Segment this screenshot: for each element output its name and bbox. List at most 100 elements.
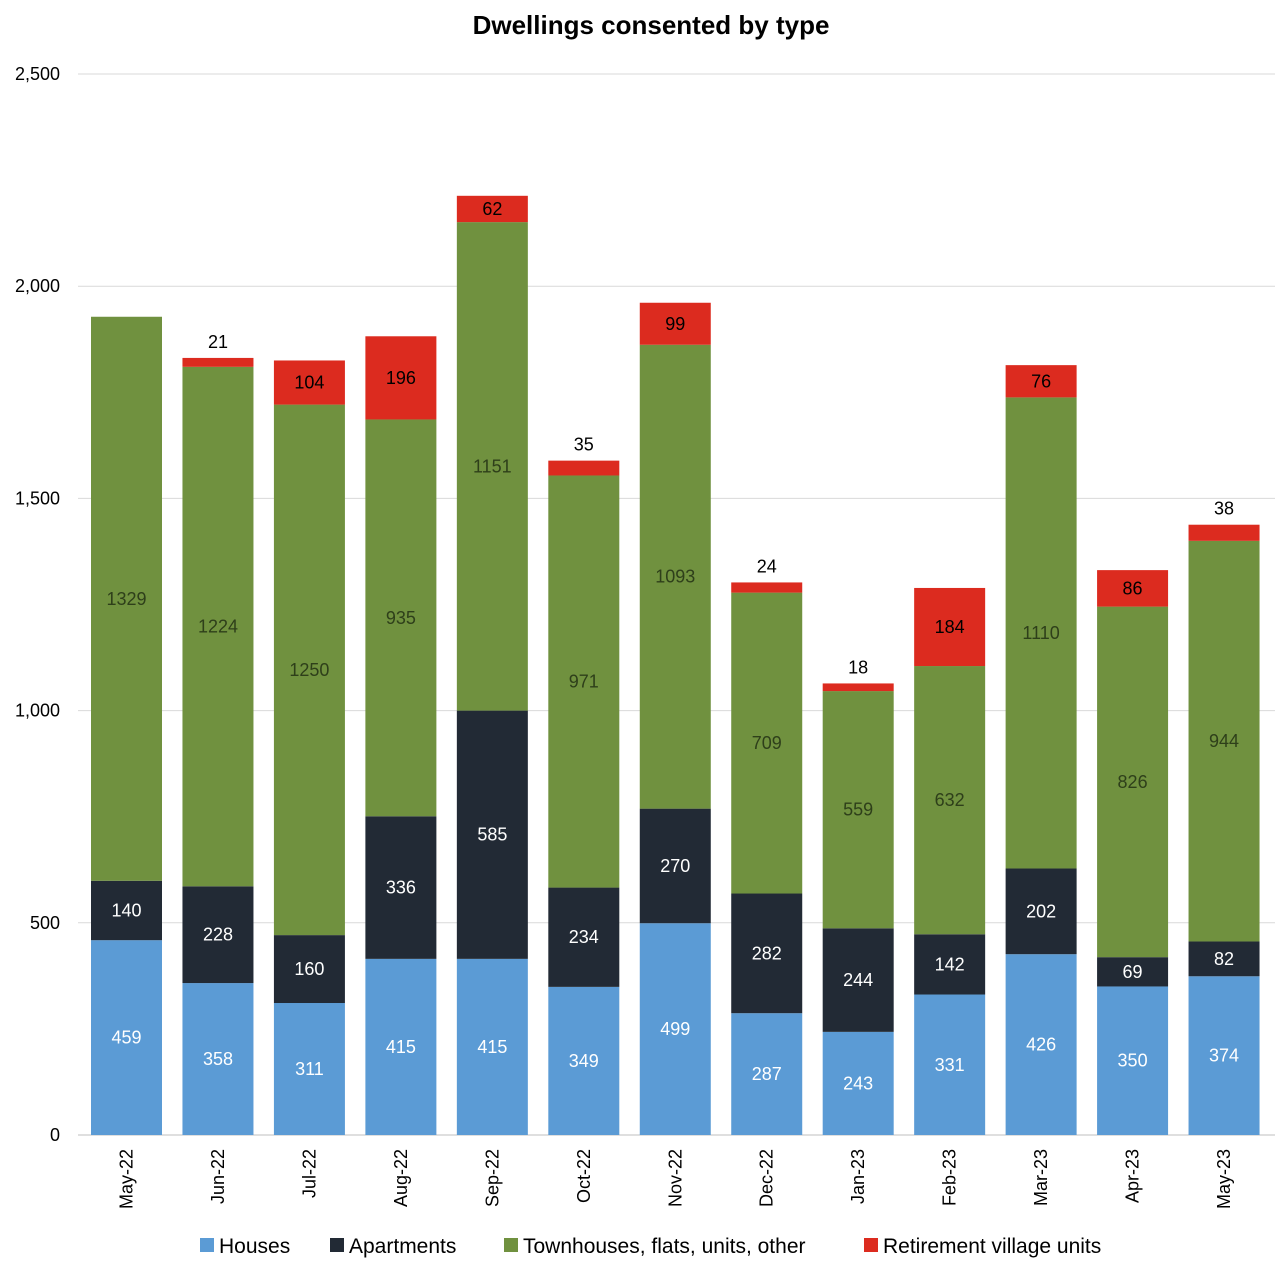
bar-segment xyxy=(822,683,894,692)
bar-segment xyxy=(731,893,803,1014)
bar-segment xyxy=(639,302,711,345)
x-tick-label: May-22 xyxy=(117,1149,137,1209)
data-label: 944 xyxy=(1209,731,1239,751)
data-label: 21 xyxy=(208,332,228,352)
data-label: 1110 xyxy=(1022,623,1059,643)
bar-segment xyxy=(1188,941,1260,977)
data-label: 826 xyxy=(1118,772,1148,792)
data-label: 1329 xyxy=(106,589,146,609)
bar-segment xyxy=(1188,976,1260,1135)
data-label: 287 xyxy=(752,1064,782,1084)
data-label: 1151 xyxy=(473,456,512,476)
data-label: 62 xyxy=(482,199,502,219)
bar-segment xyxy=(365,816,437,959)
data-label: 331 xyxy=(935,1055,965,1075)
bar-segment xyxy=(273,1003,345,1135)
x-tick-label: Sep-22 xyxy=(482,1149,502,1207)
data-label: 86 xyxy=(1123,578,1143,598)
data-label: 18 xyxy=(848,657,868,677)
data-label: 632 xyxy=(935,790,965,810)
bar-segment xyxy=(914,934,986,995)
bar-segment xyxy=(365,419,437,817)
data-label: 104 xyxy=(294,373,324,393)
data-label: 234 xyxy=(569,927,599,947)
data-label: 415 xyxy=(386,1037,416,1057)
data-label: 415 xyxy=(477,1037,507,1057)
y-tick-label: 1,500 xyxy=(15,488,60,508)
data-label: 336 xyxy=(386,878,416,898)
bar-segment xyxy=(731,1013,803,1135)
bar-segment xyxy=(548,887,620,987)
data-label: 270 xyxy=(660,856,690,876)
data-label: 709 xyxy=(752,733,782,753)
data-label: 1093 xyxy=(655,567,695,587)
data-label: 358 xyxy=(203,1049,233,1069)
bars xyxy=(91,195,1260,1135)
data-label: 99 xyxy=(665,314,685,334)
bar-segment xyxy=(1005,868,1077,955)
legend-swatch xyxy=(200,1238,214,1252)
bar-segment xyxy=(548,460,620,476)
bar-segment xyxy=(273,360,345,405)
bar-segment xyxy=(182,366,254,887)
bar-segment xyxy=(639,808,711,924)
bar-segment xyxy=(456,710,528,959)
bar-segment xyxy=(456,195,528,223)
data-label: 426 xyxy=(1026,1035,1056,1055)
data-label: 184 xyxy=(935,617,965,637)
legend-swatch xyxy=(504,1238,518,1252)
bar-segment xyxy=(914,994,986,1135)
x-tick-label: Dec-22 xyxy=(757,1149,777,1207)
bar-segment xyxy=(1097,957,1169,987)
bar-segment xyxy=(182,357,254,367)
bar-segment xyxy=(731,592,803,894)
legend: Houses Apartments Townhouses, flats, units… xyxy=(200,1235,1101,1258)
bar-segment xyxy=(1005,365,1077,398)
data-label: 585 xyxy=(477,825,507,845)
y-tick-label: 0 xyxy=(50,1125,60,1145)
bar-segment xyxy=(365,336,437,420)
bar-segment xyxy=(914,587,986,667)
data-label: 1224 xyxy=(198,617,238,637)
x-tick-label: Nov-22 xyxy=(665,1149,685,1207)
bar-segment xyxy=(731,582,803,593)
data-label: 142 xyxy=(935,954,965,974)
data-label: 140 xyxy=(111,900,141,920)
x-tick-label: May-23 xyxy=(1214,1149,1234,1209)
data-label: 935 xyxy=(386,608,416,628)
bar-segment xyxy=(1188,540,1260,942)
bar-segment xyxy=(1005,397,1077,869)
data-label: 282 xyxy=(752,943,782,963)
data-label: 35 xyxy=(574,435,594,455)
bar-segment xyxy=(182,886,254,984)
data-label: 160 xyxy=(294,959,324,979)
y-axis: 0 500 1,000 1,500 2,000 2,500 xyxy=(15,64,60,1145)
data-label: 38 xyxy=(1214,499,1234,519)
bar-segment xyxy=(365,958,437,1135)
bar-segment xyxy=(273,935,345,1004)
legend-swatch xyxy=(864,1238,878,1252)
bar-segment xyxy=(822,1031,894,1135)
x-axis: May-22 Jun-22 Jul-22 Aug-22 Sep-22 Oct-22 Nov-… xyxy=(117,1149,1235,1209)
bar-segment xyxy=(273,404,345,936)
bar-segment xyxy=(639,923,711,1135)
data-label: 228 xyxy=(203,925,233,945)
data-labels: 459 140 1329 358 228 1224 21 311 160 1250 104 415 33… xyxy=(106,199,1239,1093)
data-label: 69 xyxy=(1123,962,1143,982)
x-tick-label: Jun-22 xyxy=(208,1149,228,1204)
bar-segment xyxy=(456,222,528,711)
bar-segment xyxy=(1097,570,1169,607)
y-tick-label: 2,000 xyxy=(15,276,60,296)
data-label: 971 xyxy=(569,672,599,692)
data-label: 499 xyxy=(660,1019,690,1039)
x-tick-label: Apr-23 xyxy=(1123,1149,1143,1203)
data-label: 244 xyxy=(843,970,873,990)
data-label: 559 xyxy=(843,800,873,820)
y-tick-label: 500 xyxy=(30,913,60,933)
legend-label: Apartments xyxy=(349,1235,456,1258)
x-tick-label: Jan-23 xyxy=(848,1149,868,1204)
bar-segment xyxy=(914,666,986,935)
bar-segment xyxy=(182,983,254,1135)
bar-segment xyxy=(548,475,620,888)
